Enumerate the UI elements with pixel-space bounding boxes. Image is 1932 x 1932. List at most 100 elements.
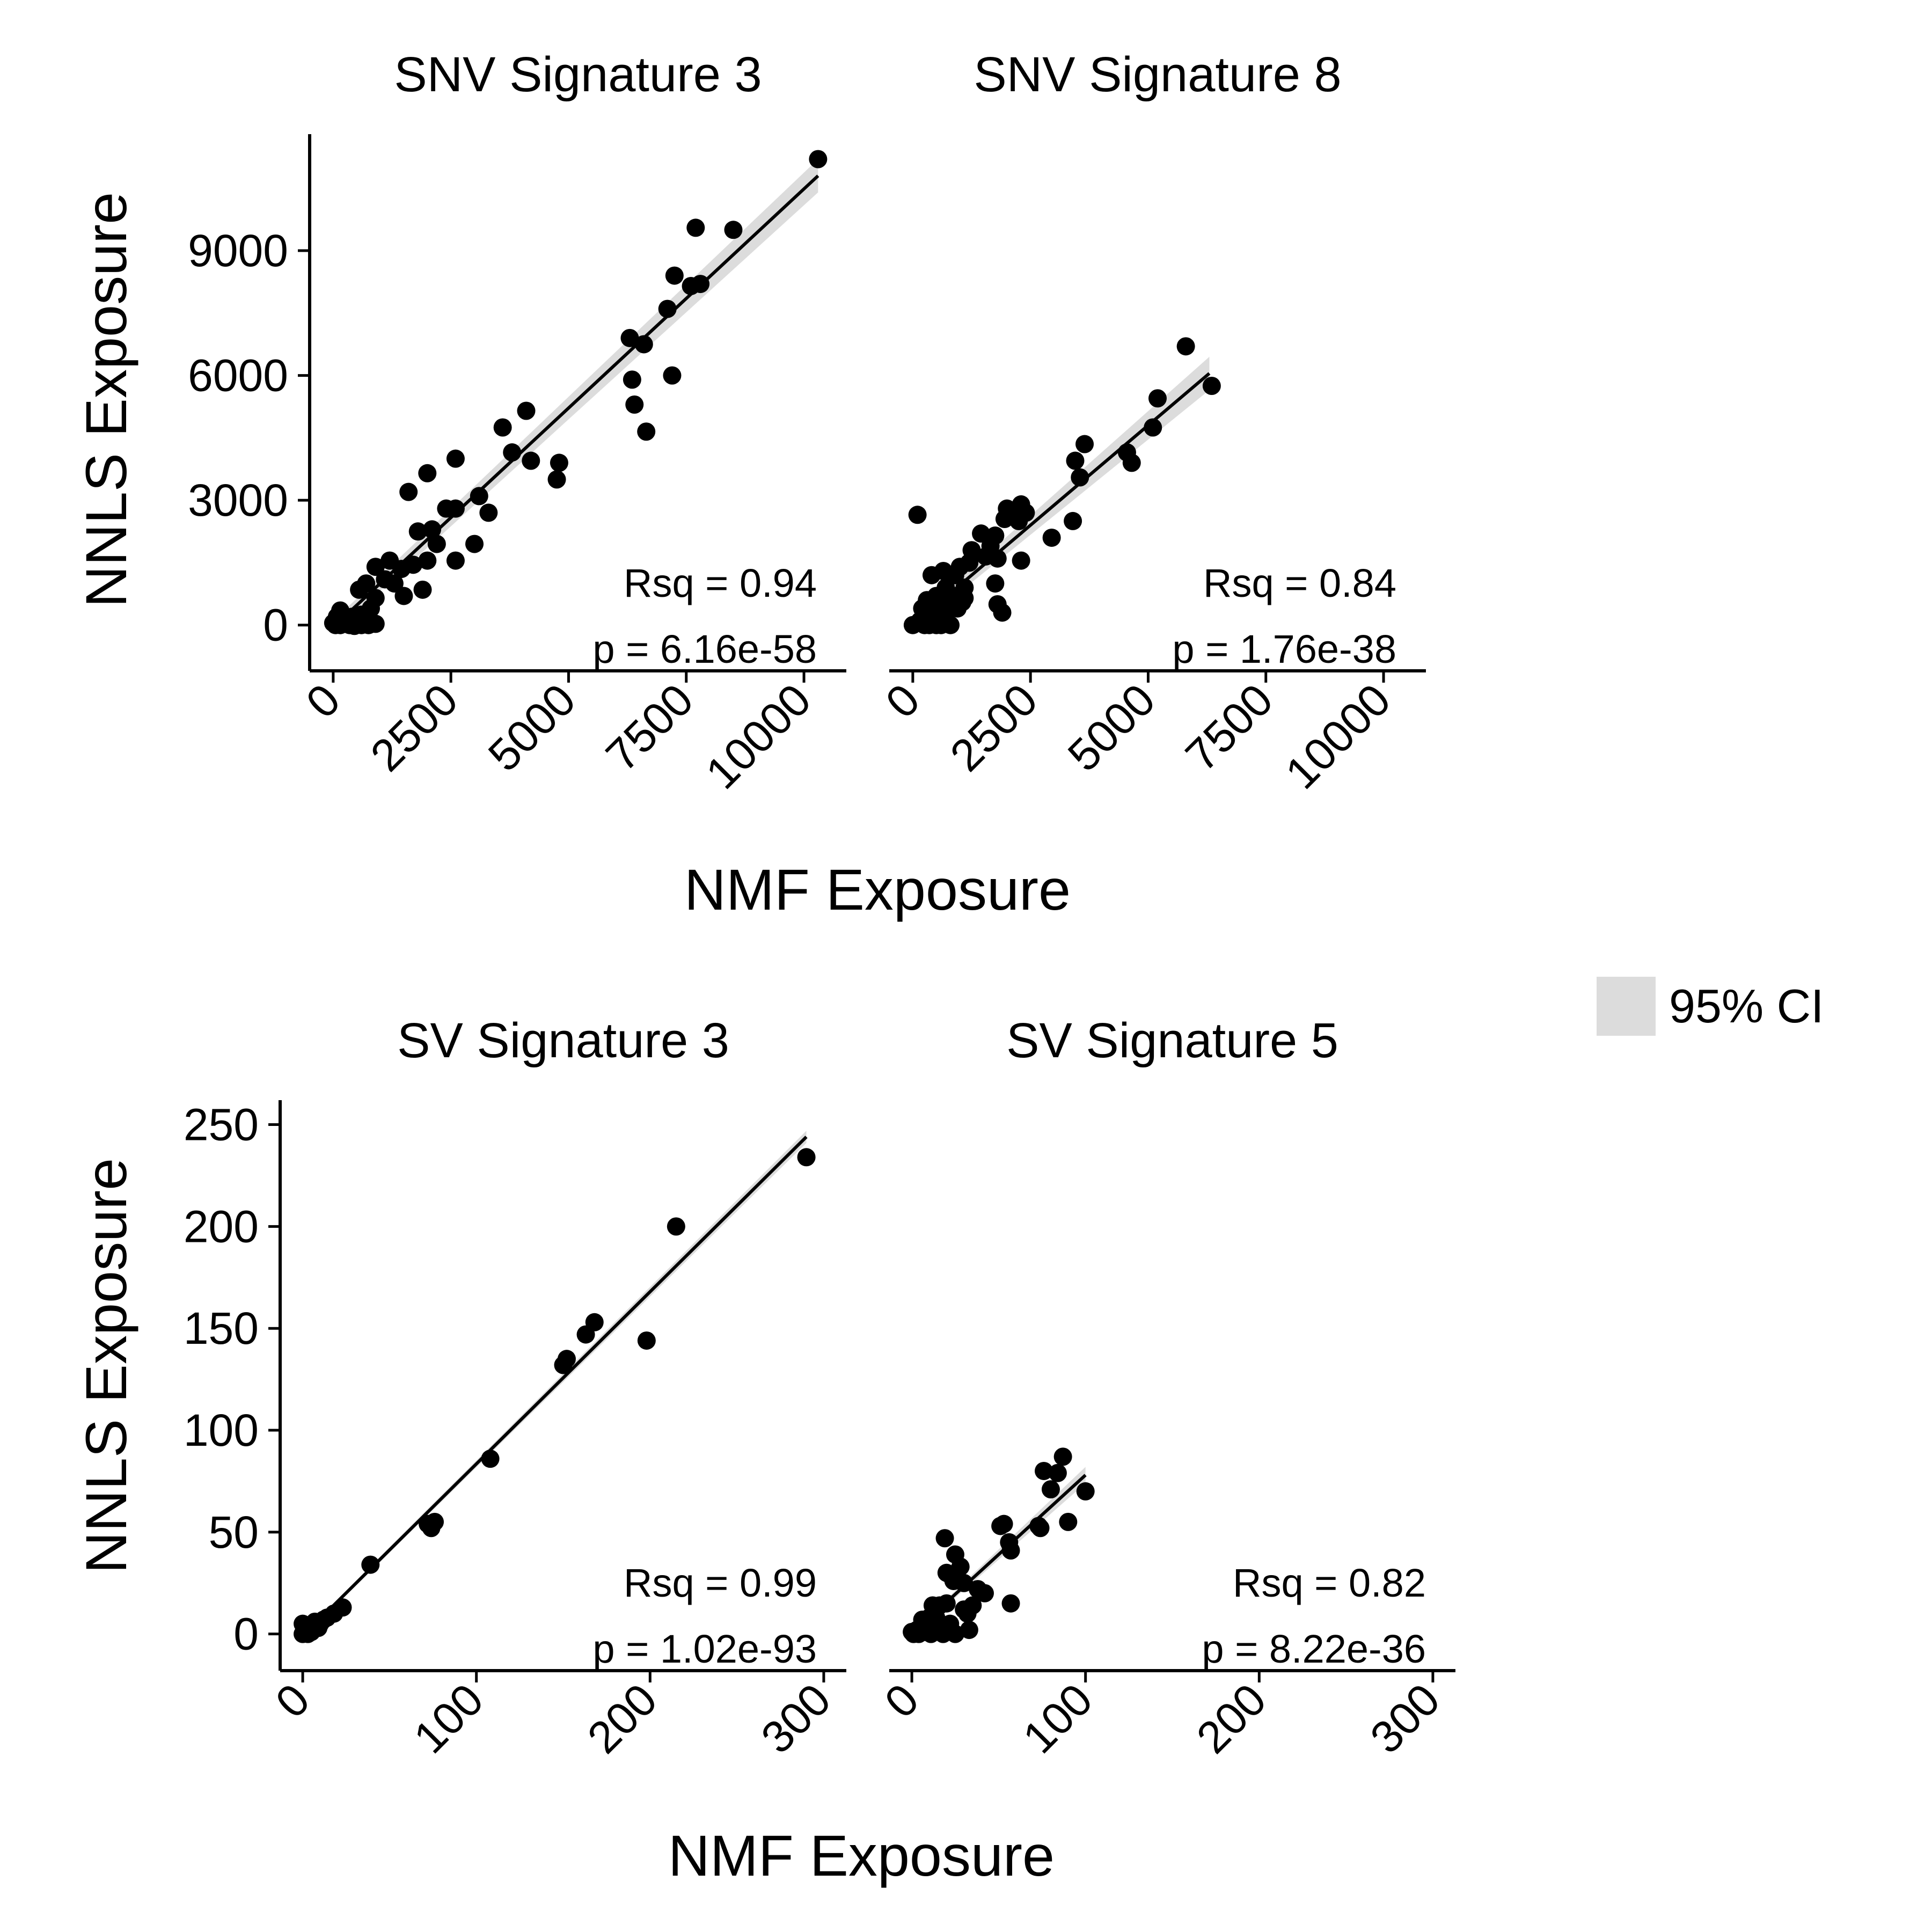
panel-title: SV Signature 3 (397, 1013, 729, 1068)
data-point (1048, 1463, 1067, 1482)
data-point (399, 482, 418, 501)
data-point (1064, 511, 1082, 530)
y-tick-label: 200 (184, 1201, 259, 1252)
data-point (1075, 435, 1094, 453)
data-point (446, 499, 465, 518)
data-point (1053, 1447, 1072, 1466)
data-point (1122, 453, 1141, 472)
data-point (418, 464, 437, 482)
data-point (724, 221, 743, 239)
data-point (1202, 376, 1221, 395)
y-tick-label: 50 (209, 1507, 259, 1557)
data-point (1071, 468, 1089, 487)
data-point (623, 370, 641, 389)
data-point (922, 566, 941, 584)
panel-title: SNV Signature 8 (974, 47, 1341, 102)
panel-title: SNV Signature 3 (394, 47, 762, 102)
y-tick-label: 9000 (188, 225, 288, 276)
data-point (991, 1517, 1010, 1535)
data-point (948, 599, 967, 618)
data-point (637, 1331, 656, 1350)
data-point (394, 587, 413, 605)
data-point (493, 418, 512, 437)
y-tick-label: 0 (263, 600, 288, 650)
data-point (366, 614, 385, 633)
data-point (995, 510, 1014, 529)
rsq-label: Rsq = 0.82 (1233, 1561, 1426, 1605)
data-point (479, 503, 498, 522)
data-point (380, 551, 399, 570)
data-point (955, 1574, 974, 1592)
data-point (1031, 1519, 1050, 1538)
p-value-label: p = 1.76e-38 (1172, 627, 1396, 671)
data-point (547, 470, 566, 489)
data-point (958, 1604, 977, 1623)
data-point (446, 551, 465, 570)
data-point (1012, 551, 1030, 570)
data-point (960, 1621, 978, 1640)
data-point (935, 1529, 954, 1548)
panel-sv-signature-3: SV Signature 30 100 200 300050100150200250R… (184, 1013, 846, 1763)
x-axis-title-top: NMF Exposure (684, 857, 1071, 922)
y-tick-label: 0 (233, 1609, 259, 1659)
data-point (1076, 1482, 1095, 1501)
y-axis-title-top: NNLS Exposure (74, 192, 138, 608)
regression-line (911, 372, 1211, 627)
data-point (1176, 337, 1195, 356)
regression-line (301, 1136, 808, 1637)
data-point (557, 1350, 576, 1368)
y-tick-label: 6000 (188, 350, 288, 401)
data-point (665, 266, 684, 285)
data-point (465, 535, 484, 553)
data-point (517, 401, 536, 420)
data-point (1148, 389, 1167, 408)
data-point (413, 580, 432, 599)
y-tick-label: 3000 (188, 475, 288, 525)
data-point (625, 395, 644, 414)
data-point (797, 1148, 816, 1167)
p-value-label: p = 1.02e-93 (592, 1627, 817, 1671)
y-tick-label: 150 (184, 1303, 259, 1353)
data-point (427, 535, 446, 553)
data-point (385, 574, 404, 593)
p-value-label: p = 8.22e-36 (1202, 1627, 1426, 1671)
data-point (423, 520, 442, 539)
data-point (446, 449, 465, 468)
data-point (927, 1608, 946, 1627)
y-tick-label: 250 (184, 1100, 259, 1150)
data-point (986, 574, 1005, 593)
data-point (550, 453, 568, 472)
data-point (941, 1614, 960, 1633)
data-point (620, 328, 639, 347)
data-point (663, 366, 682, 385)
y-tick-label: 100 (184, 1405, 259, 1455)
y-axis-title-bottom: NNLS Exposure (74, 1158, 138, 1574)
data-point (1041, 1480, 1060, 1499)
data-point (576, 1325, 595, 1344)
legend: 95% CI (1597, 977, 1824, 1036)
data-point (1059, 1512, 1078, 1531)
data-point (667, 1217, 685, 1236)
regression-line (911, 1474, 1087, 1635)
data-point (361, 1555, 380, 1574)
data-point (634, 335, 653, 354)
data-point (419, 1514, 437, 1533)
data-point (350, 580, 369, 599)
data-point (1009, 511, 1028, 530)
data-point (972, 524, 991, 543)
data-point (1144, 418, 1162, 437)
legend-key-ci (1597, 977, 1656, 1036)
data-point (522, 451, 540, 470)
data-point (908, 506, 927, 524)
data-point (408, 522, 427, 541)
data-point (809, 150, 828, 169)
data-point (1001, 1594, 1020, 1613)
data-point (1042, 528, 1061, 547)
data-point (1035, 1461, 1053, 1480)
data-point (1066, 451, 1085, 470)
rsq-label: Rsq = 0.99 (624, 1561, 817, 1605)
panel-title: SV Signature 5 (1006, 1013, 1338, 1068)
regression-line (332, 174, 819, 628)
